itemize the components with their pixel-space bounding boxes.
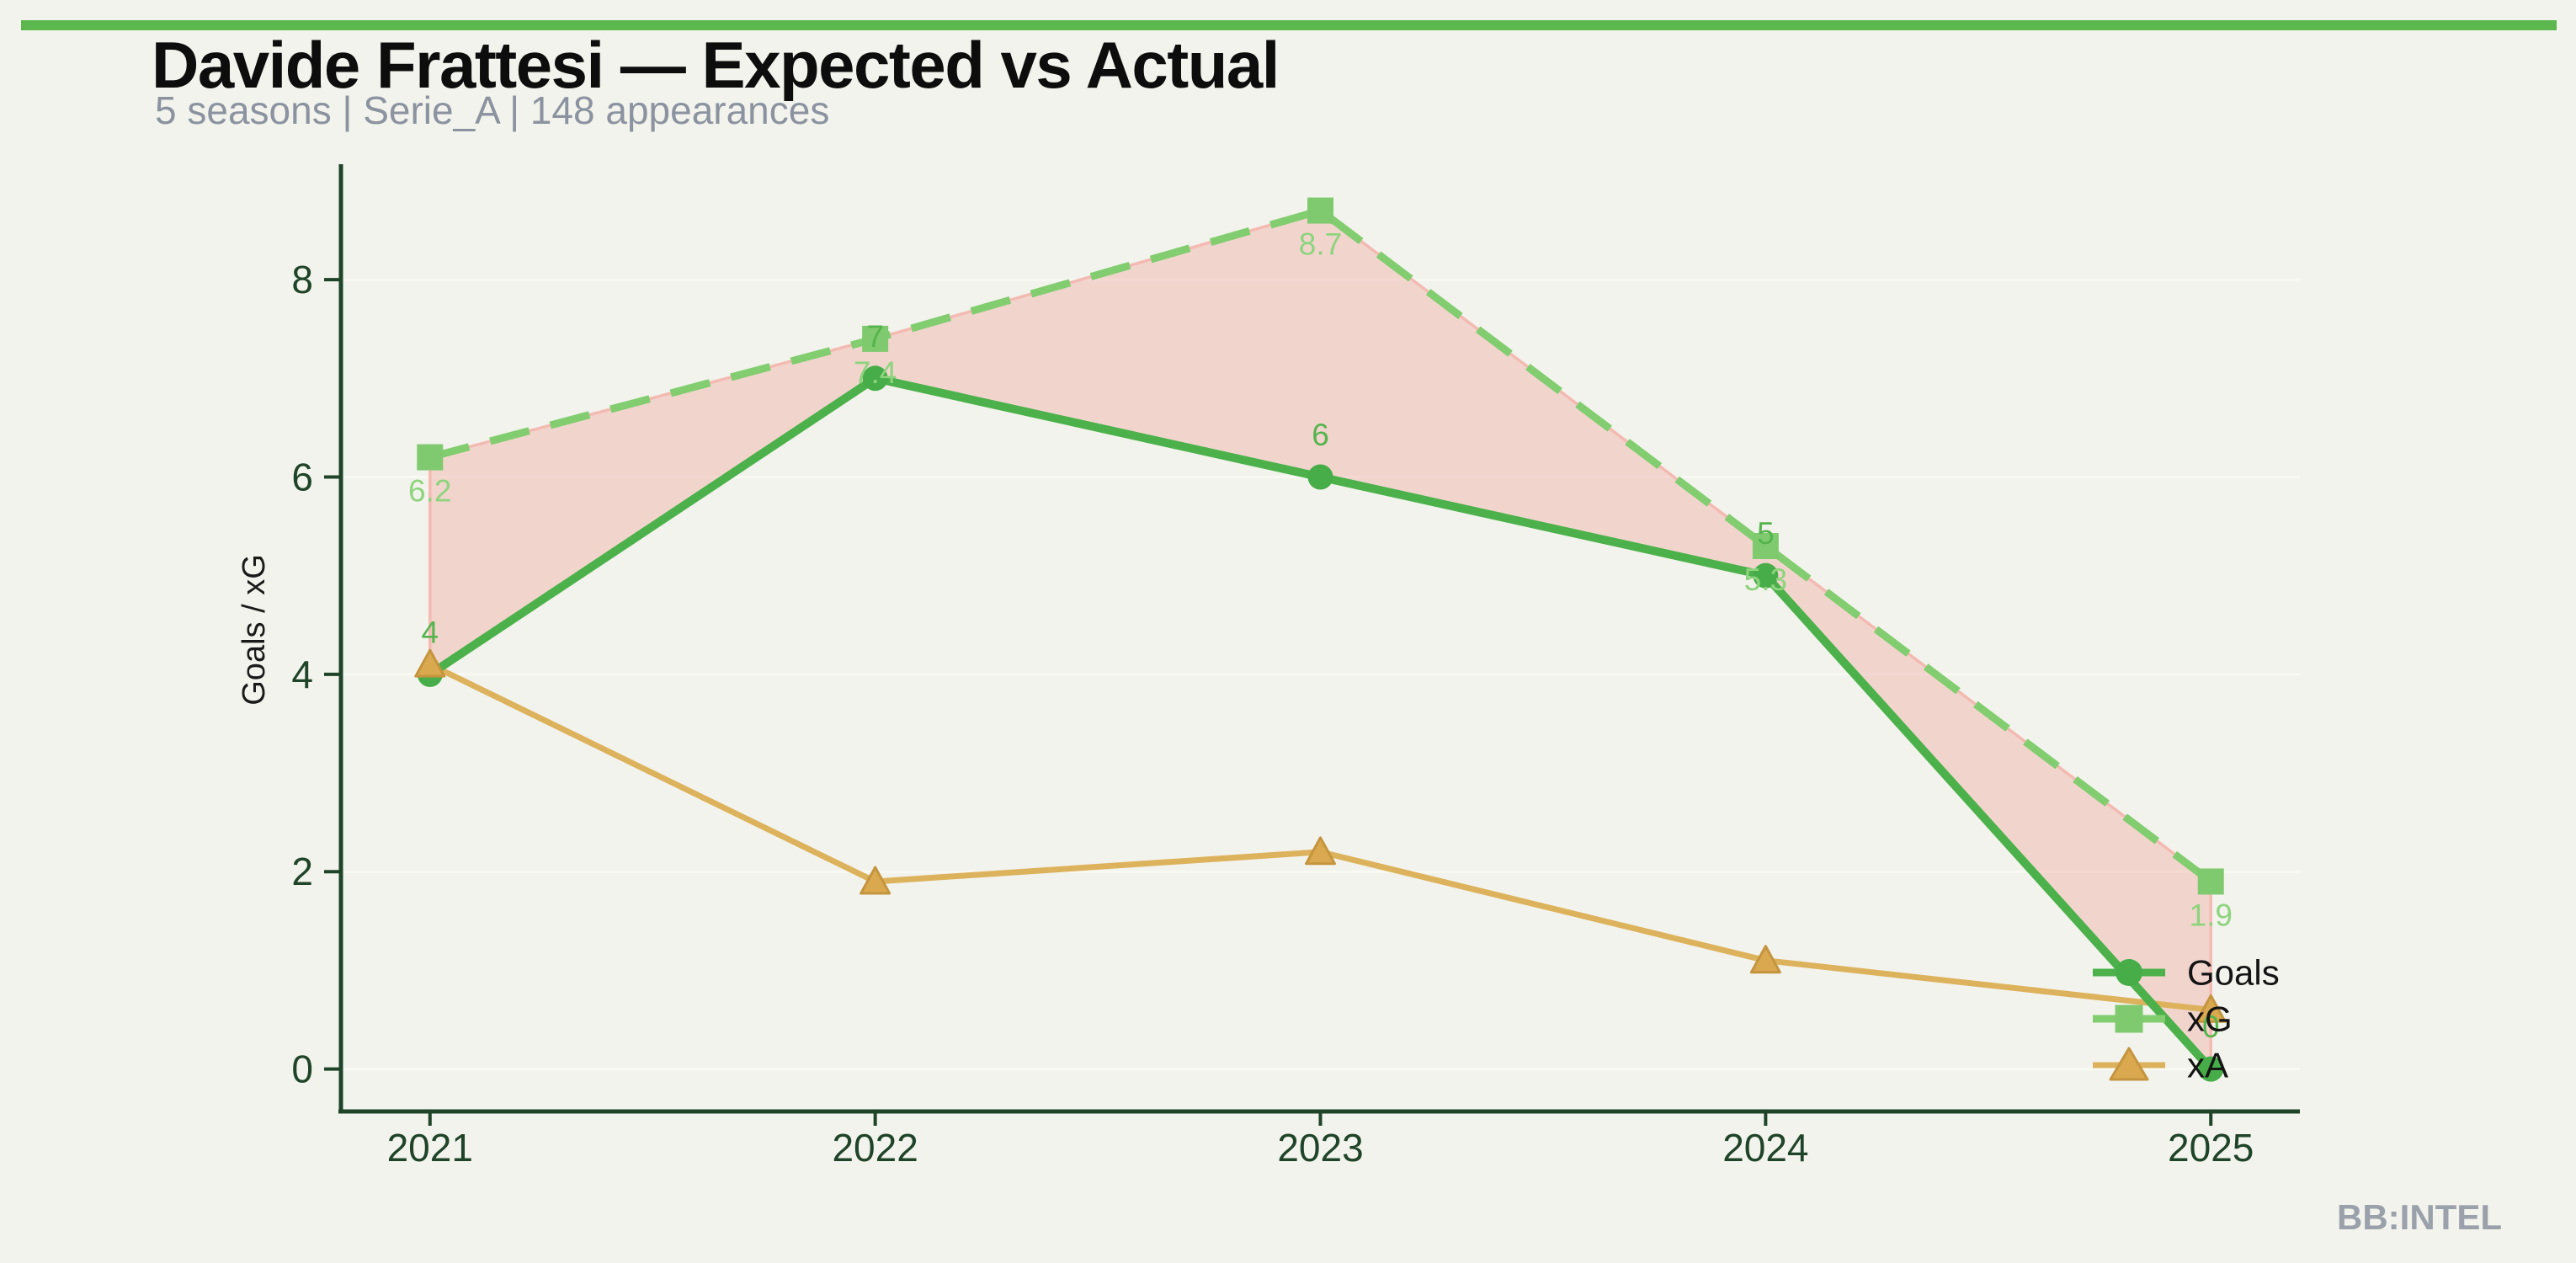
watermark: BB:INTEL [2337, 1197, 2502, 1237]
marker-xg-2024 [1752, 533, 1779, 560]
marker-goals-2023 [1307, 464, 1333, 490]
legend-label-xa: xA [2187, 1046, 2228, 1085]
data-label-goals-2025: 0 [2202, 1010, 2220, 1044]
x-tick-label-2025: 2025 [2168, 1126, 2254, 1170]
y-tick-label-8: 8 [291, 258, 313, 301]
chart-subtitle: 5 seasons | Serie_A | 148 appearances [155, 88, 830, 132]
x-tick-label-2024: 2024 [1722, 1126, 1808, 1170]
marker-xg-2022 [862, 325, 889, 352]
legend-key-marker-xa [2109, 1047, 2149, 1081]
chart-title: Davide Frattesi — Expected vs Actual [152, 28, 1280, 102]
data-label-goals-2022: 7 [866, 319, 884, 354]
x-tick-label-2022: 2022 [832, 1126, 918, 1170]
legend-key-marker-goals [2116, 959, 2142, 986]
marker-xa-2024 [1749, 945, 1781, 974]
y-axis-title: Goals / xG [237, 554, 272, 706]
y-tick-label-4: 4 [291, 653, 313, 696]
marker-goals-2022 [862, 365, 888, 392]
marker-goals-2025 [2198, 1056, 2224, 1082]
marker-xg-2021 [417, 444, 444, 471]
data-label-xg-2022: 7.4 [854, 355, 897, 390]
data-label-xg-2025: 1.9 [2190, 898, 2233, 932]
legend-label-xg: xG [2187, 999, 2233, 1039]
data-label-goals-2024: 5 [1757, 516, 1775, 551]
data-label-goals-2023: 6 [1312, 418, 1329, 452]
x-tick-label-2023: 2023 [1277, 1126, 1363, 1170]
data-label-xg-2021: 6.2 [408, 474, 451, 509]
marker-xg-2025 [2197, 868, 2224, 895]
marker-xa-2021 [414, 648, 446, 678]
marker-goals-2024 [1753, 562, 1779, 589]
legend-key-marker-xg [2115, 1005, 2143, 1033]
y-tick-label-2: 2 [291, 850, 313, 893]
y-tick-label-6: 6 [291, 455, 313, 498]
data-label-goals-2021: 4 [421, 615, 439, 649]
marker-xg-2023 [1307, 197, 1333, 224]
x-tick-label-2021: 2021 [387, 1126, 473, 1170]
legend-label-goals: Goals [2187, 953, 2280, 993]
data-label-xg-2024: 5.3 [1744, 562, 1787, 597]
marker-xa-2022 [860, 866, 891, 895]
marker-xa-2025 [2195, 994, 2227, 1023]
data-label-xg-2023: 8.7 [1299, 227, 1342, 262]
fill-between-xg-goals [428, 209, 2212, 1071]
accent-bar [21, 20, 2557, 30]
y-tick-label-0: 0 [291, 1047, 313, 1091]
marker-xa-2023 [1305, 836, 1336, 866]
